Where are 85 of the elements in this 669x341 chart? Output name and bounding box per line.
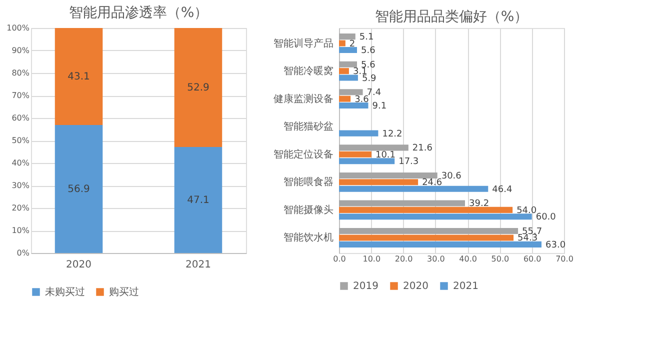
data-label: 54.3 xyxy=(518,234,538,244)
bar xyxy=(339,200,465,206)
data-label: 52.9 xyxy=(187,82,210,94)
bar xyxy=(339,186,488,192)
bar xyxy=(54,28,103,125)
y-tick-label: 0% xyxy=(16,248,30,258)
y-tick-label: 80% xyxy=(12,68,30,78)
data-label: 43.1 xyxy=(68,71,90,82)
bar xyxy=(339,40,346,46)
y-tick-label: 智能训导产品 xyxy=(274,37,334,50)
data-label: 5.9 xyxy=(362,74,377,84)
data-label: 9.1 xyxy=(372,102,387,112)
bar xyxy=(339,89,363,96)
legend-label: 2020 xyxy=(403,281,428,292)
bar xyxy=(339,46,357,53)
x-tick-label: 30.0 xyxy=(427,254,445,264)
data-label: 5.6 xyxy=(361,46,376,56)
y-tick-label: 智能喂食器 xyxy=(284,176,334,188)
x-tick-label: 20.0 xyxy=(394,254,413,264)
bar xyxy=(174,28,222,148)
data-label: 5.1 xyxy=(359,32,374,43)
x-tick-label: 60.0 xyxy=(523,254,542,264)
data-label: 3.6 xyxy=(354,94,370,105)
data-label: 30.6 xyxy=(441,171,462,182)
bar xyxy=(339,206,513,213)
bar xyxy=(339,130,378,136)
y-tick-label: 40% xyxy=(12,158,30,168)
x-tick-label: 2021 xyxy=(185,260,211,270)
y-tick-label: 100% xyxy=(6,24,30,32)
bar xyxy=(339,234,514,241)
x-tick-label: 50.0 xyxy=(491,254,510,264)
data-label: 39.2 xyxy=(469,199,490,210)
bar xyxy=(339,158,395,164)
y-tick-label: 60% xyxy=(12,114,30,122)
bar xyxy=(339,102,368,109)
y-tick-label: 90% xyxy=(12,46,30,55)
bar xyxy=(339,74,358,81)
chart-title: 智能用品渗透率（%） xyxy=(68,5,208,21)
data-label: 10.1 xyxy=(375,150,396,160)
bar xyxy=(339,68,349,74)
y-tick-label: 10% xyxy=(12,226,30,235)
bar xyxy=(339,34,356,40)
y-tick-label: 智能猫砂盆 xyxy=(284,120,334,133)
data-label: 46.4 xyxy=(492,184,512,195)
bar xyxy=(54,124,103,253)
bar xyxy=(339,96,351,102)
data-label: 2 xyxy=(349,39,356,50)
x-tick-label: 40.0 xyxy=(459,254,477,264)
data-label: 12.2 xyxy=(382,129,402,140)
bar xyxy=(339,144,408,151)
bar xyxy=(339,151,372,158)
bar xyxy=(339,214,532,220)
legend-label: 2019 xyxy=(353,281,378,292)
y-tick-label: 70% xyxy=(12,91,30,100)
data-label: 17.3 xyxy=(398,157,419,168)
legend-label: 未购买过 xyxy=(45,286,85,298)
y-tick-label: 健康监测设备 xyxy=(274,92,334,105)
legend-label: 2021 xyxy=(453,281,478,292)
bar xyxy=(339,241,542,248)
y-tick-label: 20% xyxy=(12,204,30,212)
y-tick-label: 30% xyxy=(12,181,30,190)
bar xyxy=(174,147,222,253)
data-label: 54.0 xyxy=(516,206,537,216)
y-tick-label: 智能定位设备 xyxy=(274,148,334,160)
data-label: 60.0 xyxy=(536,212,556,223)
x-tick-label: 2020 xyxy=(66,260,92,270)
data-label: 47.1 xyxy=(187,195,210,206)
bar xyxy=(339,172,438,178)
y-tick-label: 智能饮水机 xyxy=(284,232,334,244)
y-tick-label: 智能冷暖窝 xyxy=(284,65,334,78)
y-tick-label: 50% xyxy=(12,136,30,145)
legend-label: 购买过 xyxy=(109,286,139,298)
bar xyxy=(339,179,418,186)
data-label: 63.0 xyxy=(546,240,566,250)
x-tick-label: 0.0 xyxy=(333,254,346,264)
data-label: 56.9 xyxy=(68,184,90,195)
data-label: 7.4 xyxy=(366,88,382,98)
bar xyxy=(339,61,357,68)
chart-title: 智能用品品类偏好（%） xyxy=(374,9,528,25)
data-label: 24.6 xyxy=(422,178,442,188)
x-tick-label: 70.0 xyxy=(556,254,574,264)
bar xyxy=(339,228,518,234)
data-label: 21.6 xyxy=(412,144,433,154)
y-tick-label: 智能摄像头 xyxy=(284,204,334,216)
x-tick-label: 10.0 xyxy=(362,254,381,264)
